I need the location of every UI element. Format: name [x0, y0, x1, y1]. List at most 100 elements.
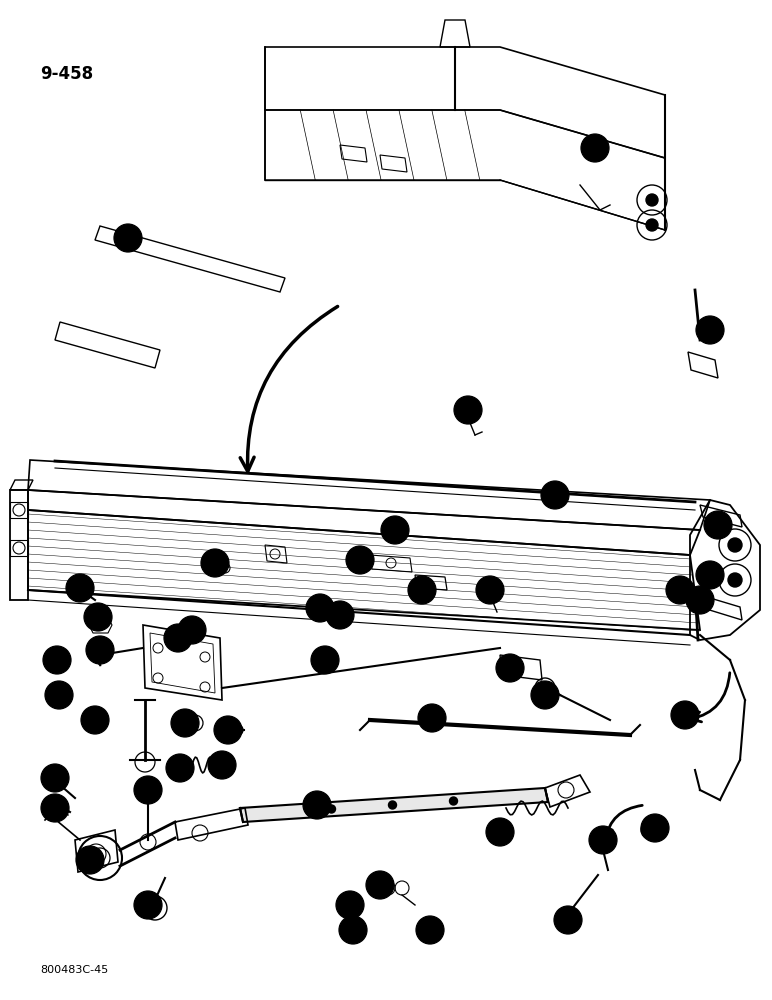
Circle shape	[704, 511, 732, 539]
Text: 8: 8	[125, 233, 131, 243]
Text: 28A: 28A	[558, 915, 577, 925]
Text: 6: 6	[552, 490, 558, 500]
Circle shape	[326, 601, 354, 629]
Text: 37: 37	[416, 585, 428, 595]
Circle shape	[641, 814, 669, 842]
Circle shape	[646, 194, 658, 206]
Text: 27: 27	[494, 827, 506, 837]
Circle shape	[208, 751, 236, 779]
Text: 29: 29	[334, 610, 346, 620]
Text: 34: 34	[222, 725, 234, 735]
Text: 5: 5	[487, 585, 493, 595]
Circle shape	[408, 576, 436, 604]
Circle shape	[346, 546, 374, 574]
Circle shape	[81, 706, 109, 734]
Circle shape	[171, 709, 199, 737]
Text: 16: 16	[89, 715, 101, 725]
Polygon shape	[240, 788, 548, 822]
Text: 9-458: 9-458	[40, 65, 93, 83]
Text: 14: 14	[52, 690, 65, 700]
Circle shape	[233, 725, 243, 735]
Text: 2: 2	[592, 143, 598, 153]
Text: 24: 24	[142, 900, 154, 910]
Circle shape	[306, 594, 334, 622]
Circle shape	[311, 646, 339, 674]
Text: 1: 1	[392, 525, 398, 535]
Text: 17: 17	[179, 718, 191, 728]
Circle shape	[696, 316, 724, 344]
Circle shape	[531, 681, 559, 709]
Circle shape	[41, 764, 69, 792]
Text: 21: 21	[49, 773, 61, 783]
Text: 25: 25	[374, 880, 386, 890]
Circle shape	[486, 818, 514, 846]
Circle shape	[76, 846, 104, 874]
Text: 29: 29	[174, 763, 186, 773]
Circle shape	[454, 396, 482, 424]
Text: 800483C-45: 800483C-45	[40, 965, 108, 975]
Circle shape	[66, 574, 94, 602]
Circle shape	[416, 916, 444, 944]
Circle shape	[496, 654, 524, 682]
Circle shape	[43, 646, 71, 674]
Circle shape	[303, 791, 331, 819]
Text: 23: 23	[142, 785, 154, 795]
Text: 19: 19	[74, 583, 86, 593]
Text: 29: 29	[648, 823, 661, 833]
Text: 3: 3	[682, 710, 688, 720]
Circle shape	[581, 134, 609, 162]
Circle shape	[178, 616, 206, 644]
Circle shape	[214, 716, 242, 744]
Text: 10: 10	[462, 405, 474, 415]
Circle shape	[449, 797, 458, 805]
Text: 35: 35	[426, 713, 438, 723]
Circle shape	[554, 906, 582, 934]
Circle shape	[728, 538, 742, 552]
Text: 4: 4	[677, 585, 683, 595]
Circle shape	[45, 681, 73, 709]
Circle shape	[728, 573, 742, 587]
Circle shape	[686, 586, 714, 614]
Text: 7: 7	[697, 595, 703, 605]
Circle shape	[366, 871, 394, 899]
Text: 26B: 26B	[421, 925, 439, 935]
Text: 20: 20	[84, 855, 96, 865]
Circle shape	[95, 620, 105, 630]
Text: 11: 11	[354, 555, 366, 565]
Circle shape	[666, 576, 694, 604]
Text: 31: 31	[319, 655, 331, 665]
Text: 32: 32	[216, 760, 229, 770]
Circle shape	[114, 224, 142, 252]
Circle shape	[201, 549, 229, 577]
Circle shape	[476, 576, 504, 604]
Text: 26: 26	[344, 900, 356, 910]
Circle shape	[134, 776, 162, 804]
Text: 22: 22	[49, 803, 61, 813]
Circle shape	[164, 624, 192, 652]
Text: 7: 7	[54, 655, 60, 665]
Text: 18: 18	[92, 612, 104, 622]
Circle shape	[84, 603, 112, 631]
Text: 13: 13	[186, 625, 198, 635]
Text: 36: 36	[539, 690, 551, 700]
Circle shape	[86, 636, 114, 664]
Circle shape	[166, 754, 194, 782]
Text: 4: 4	[707, 325, 713, 335]
Circle shape	[134, 891, 162, 919]
Circle shape	[192, 720, 198, 726]
Circle shape	[381, 516, 409, 544]
Text: 12: 12	[208, 558, 222, 568]
Text: 3: 3	[707, 570, 713, 580]
Circle shape	[589, 826, 617, 854]
Text: 15: 15	[94, 645, 107, 655]
Circle shape	[327, 805, 336, 813]
Circle shape	[646, 219, 658, 231]
Circle shape	[696, 561, 724, 589]
Circle shape	[41, 794, 69, 822]
Text: 33: 33	[504, 663, 516, 673]
Text: 9: 9	[715, 520, 721, 530]
Circle shape	[339, 916, 367, 944]
Circle shape	[388, 801, 397, 809]
Circle shape	[418, 704, 446, 732]
Circle shape	[541, 481, 569, 509]
